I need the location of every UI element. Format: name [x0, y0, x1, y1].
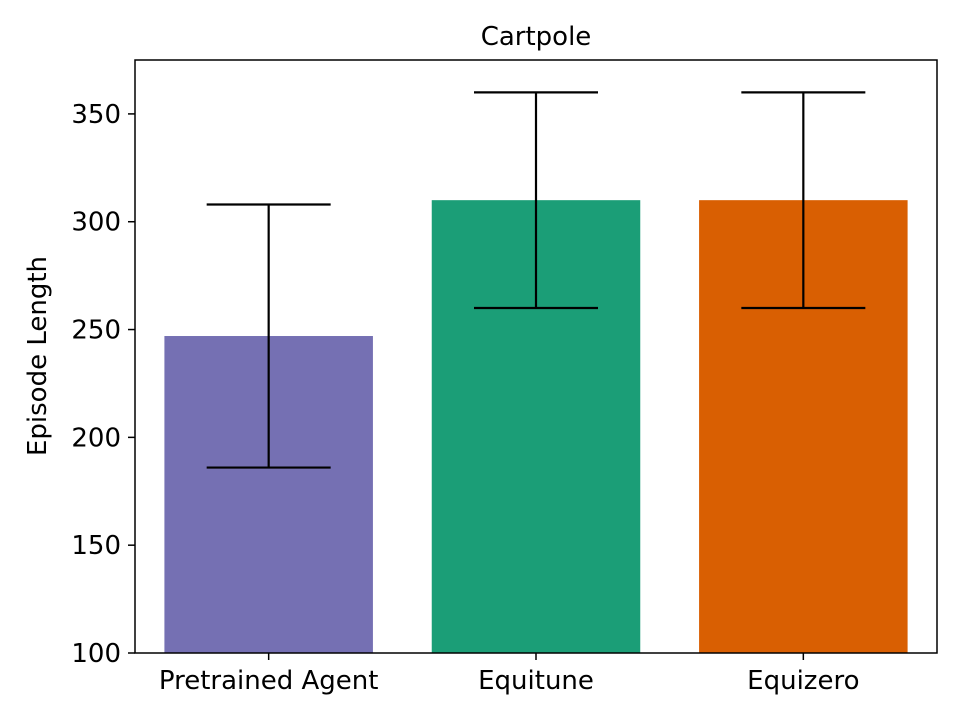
y-tick-label: 200: [71, 423, 121, 453]
y-tick-label: 250: [71, 316, 121, 346]
y-tick-label: 150: [71, 531, 121, 561]
plot-area: 100 150 200 250 300 350 Pretrained Agent Equitu…: [71, 59, 938, 696]
y-tick-label: 350: [71, 100, 121, 130]
x-tick-label: Equizero: [747, 666, 859, 696]
x-tick-label: Equitune: [478, 666, 594, 696]
y-tick-label: 100: [71, 639, 121, 669]
x-tick-label: Pretrained Agent: [159, 666, 379, 696]
y-tick-label: 300: [71, 208, 121, 238]
y-axis-label: Episode Length: [23, 256, 53, 456]
chart-title: Cartpole: [481, 22, 592, 52]
